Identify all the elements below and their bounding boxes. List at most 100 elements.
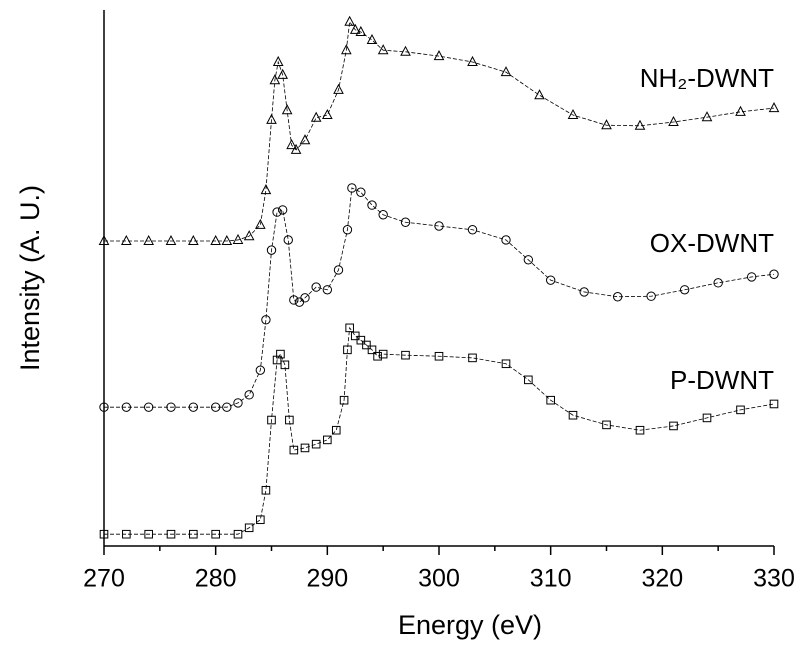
marker bbox=[601, 119, 612, 130]
marker bbox=[467, 225, 478, 235]
marker bbox=[356, 187, 366, 197]
marker bbox=[534, 89, 545, 100]
series-line bbox=[104, 20, 775, 242]
marker bbox=[646, 291, 656, 301]
marker bbox=[244, 390, 254, 400]
marker bbox=[568, 410, 578, 420]
marker bbox=[373, 351, 382, 361]
marker bbox=[121, 402, 132, 412]
marker bbox=[98, 234, 110, 246]
marker bbox=[300, 293, 310, 303]
marker bbox=[266, 245, 277, 255]
marker bbox=[501, 359, 511, 369]
marker bbox=[377, 44, 389, 55]
marker bbox=[344, 15, 355, 26]
marker bbox=[255, 365, 266, 375]
marker bbox=[272, 55, 284, 66]
marker bbox=[468, 353, 477, 363]
x-axis-label: Energy (eV) bbox=[398, 610, 542, 640]
marker bbox=[311, 439, 321, 449]
marker bbox=[602, 420, 611, 430]
marker bbox=[635, 425, 645, 435]
marker bbox=[166, 402, 176, 412]
marker bbox=[702, 413, 712, 423]
marker bbox=[333, 265, 344, 275]
marker bbox=[286, 139, 297, 150]
marker bbox=[276, 349, 285, 359]
x-tick-label: 300 bbox=[418, 565, 460, 593]
marker bbox=[281, 104, 293, 115]
marker bbox=[272, 207, 282, 217]
marker bbox=[524, 375, 533, 385]
x-tick-label: 290 bbox=[306, 565, 348, 593]
series-label: P-DWNT bbox=[670, 365, 774, 395]
marker bbox=[188, 402, 199, 412]
marker bbox=[769, 399, 779, 409]
marker bbox=[323, 435, 332, 445]
marker bbox=[378, 349, 388, 359]
marker bbox=[400, 217, 411, 227]
marker bbox=[356, 335, 366, 345]
marker bbox=[362, 340, 371, 350]
marker bbox=[210, 402, 221, 412]
marker bbox=[331, 425, 341, 435]
marker bbox=[768, 102, 780, 113]
marker bbox=[165, 234, 177, 246]
marker bbox=[322, 285, 333, 295]
marker bbox=[294, 297, 305, 307]
marker bbox=[143, 402, 154, 412]
series-label: OX-DWNT bbox=[650, 228, 774, 258]
marker bbox=[210, 234, 221, 246]
marker bbox=[122, 529, 131, 539]
marker bbox=[401, 350, 410, 360]
marker bbox=[285, 415, 294, 425]
marker bbox=[343, 345, 352, 355]
marker bbox=[433, 50, 445, 61]
marker bbox=[523, 255, 534, 265]
marker bbox=[310, 111, 322, 122]
marker bbox=[243, 230, 255, 241]
marker bbox=[232, 233, 244, 244]
marker bbox=[300, 443, 310, 453]
marker bbox=[612, 292, 623, 302]
marker bbox=[545, 275, 556, 285]
marker bbox=[735, 105, 746, 116]
marker bbox=[99, 402, 109, 412]
marker bbox=[546, 395, 555, 405]
marker bbox=[289, 295, 299, 305]
y-axis-label: Intensity (A. U.) bbox=[15, 185, 45, 371]
x-tick-label: 270 bbox=[83, 565, 125, 593]
marker bbox=[233, 529, 243, 539]
marker bbox=[261, 485, 271, 495]
marker bbox=[221, 234, 233, 246]
marker bbox=[299, 134, 311, 145]
marker bbox=[211, 529, 220, 539]
marker bbox=[267, 415, 276, 425]
marker bbox=[713, 278, 723, 288]
marker bbox=[144, 529, 153, 539]
marker bbox=[255, 218, 266, 229]
marker bbox=[701, 111, 713, 122]
series-label: NH₂-DWNT bbox=[640, 63, 774, 93]
marker bbox=[467, 55, 478, 66]
marker bbox=[340, 44, 352, 55]
marker bbox=[434, 221, 444, 231]
marker bbox=[345, 323, 354, 333]
marker bbox=[166, 529, 176, 539]
marker bbox=[277, 205, 288, 215]
marker bbox=[634, 119, 646, 130]
marker bbox=[280, 360, 290, 370]
marker bbox=[333, 83, 344, 94]
marker bbox=[434, 351, 444, 361]
x-tick-label: 330 bbox=[753, 565, 795, 593]
marker bbox=[349, 23, 361, 34]
marker bbox=[669, 421, 678, 431]
marker bbox=[322, 108, 333, 120]
marker bbox=[189, 529, 198, 539]
marker bbox=[269, 74, 281, 85]
marker bbox=[746, 272, 757, 282]
marker bbox=[143, 234, 154, 246]
x-tick-label: 320 bbox=[641, 565, 683, 593]
marker bbox=[679, 285, 690, 295]
